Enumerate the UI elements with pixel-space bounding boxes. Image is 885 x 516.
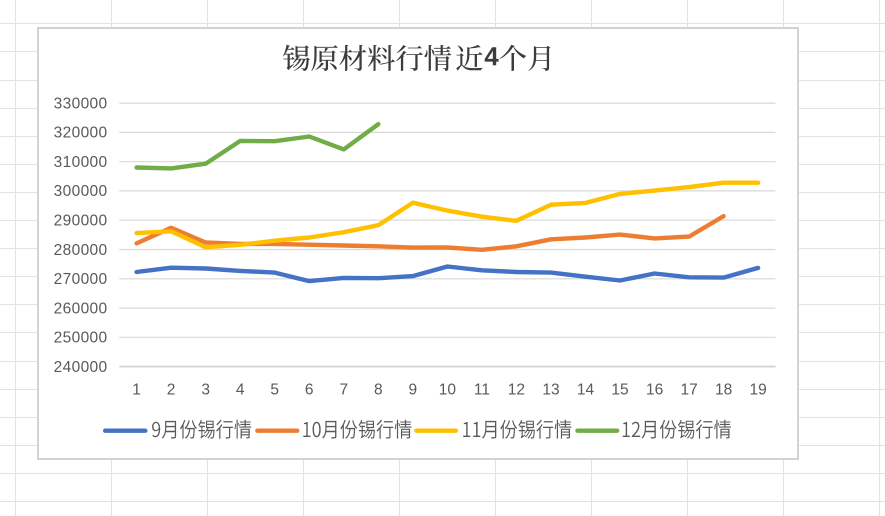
svg-text:7: 7 (339, 382, 348, 399)
svg-text:240000: 240000 (54, 359, 108, 376)
svg-text:15: 15 (611, 382, 628, 399)
svg-text:3: 3 (201, 382, 210, 399)
svg-text:16: 16 (646, 382, 663, 399)
svg-text:290000: 290000 (54, 213, 108, 230)
svg-text:6: 6 (305, 382, 314, 399)
svg-text:330000: 330000 (54, 95, 108, 112)
svg-text:12: 12 (508, 382, 525, 399)
svg-text:2: 2 (167, 382, 176, 399)
svg-text:11: 11 (474, 382, 490, 399)
svg-text:18: 18 (715, 382, 732, 399)
svg-text:280000: 280000 (54, 242, 108, 259)
svg-text:4: 4 (236, 382, 245, 399)
svg-text:270000: 270000 (54, 271, 108, 288)
svg-text:10: 10 (439, 382, 457, 399)
svg-text:13: 13 (542, 382, 559, 399)
svg-text:310000: 310000 (54, 154, 108, 171)
svg-text:17: 17 (680, 382, 697, 399)
svg-text:5: 5 (270, 382, 279, 399)
svg-text:260000: 260000 (54, 300, 108, 317)
svg-text:8: 8 (374, 382, 383, 399)
svg-text:9: 9 (408, 382, 417, 399)
svg-text:1: 1 (132, 382, 141, 399)
svg-text:19: 19 (749, 382, 766, 399)
svg-text:320000: 320000 (54, 125, 108, 142)
svg-text:300000: 300000 (54, 183, 108, 200)
svg-text:250000: 250000 (54, 330, 108, 347)
svg-text:14: 14 (577, 382, 595, 399)
